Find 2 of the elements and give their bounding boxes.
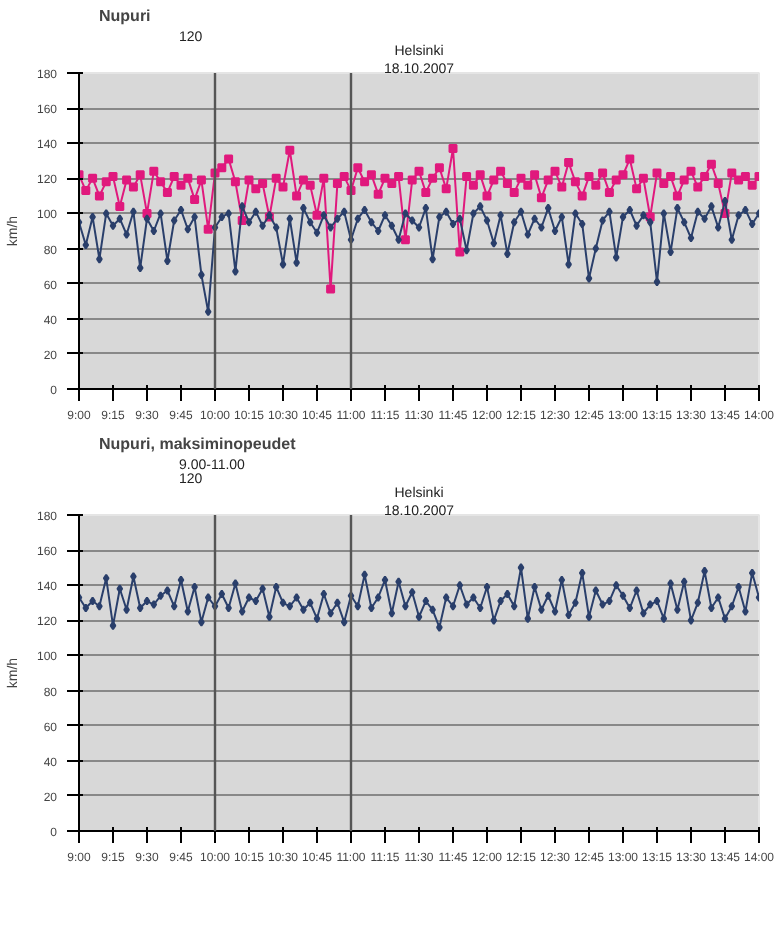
- chart-title: Nupuri: [99, 7, 151, 25]
- chart-title: Nupuri, maksiminopeudet: [99, 435, 297, 453]
